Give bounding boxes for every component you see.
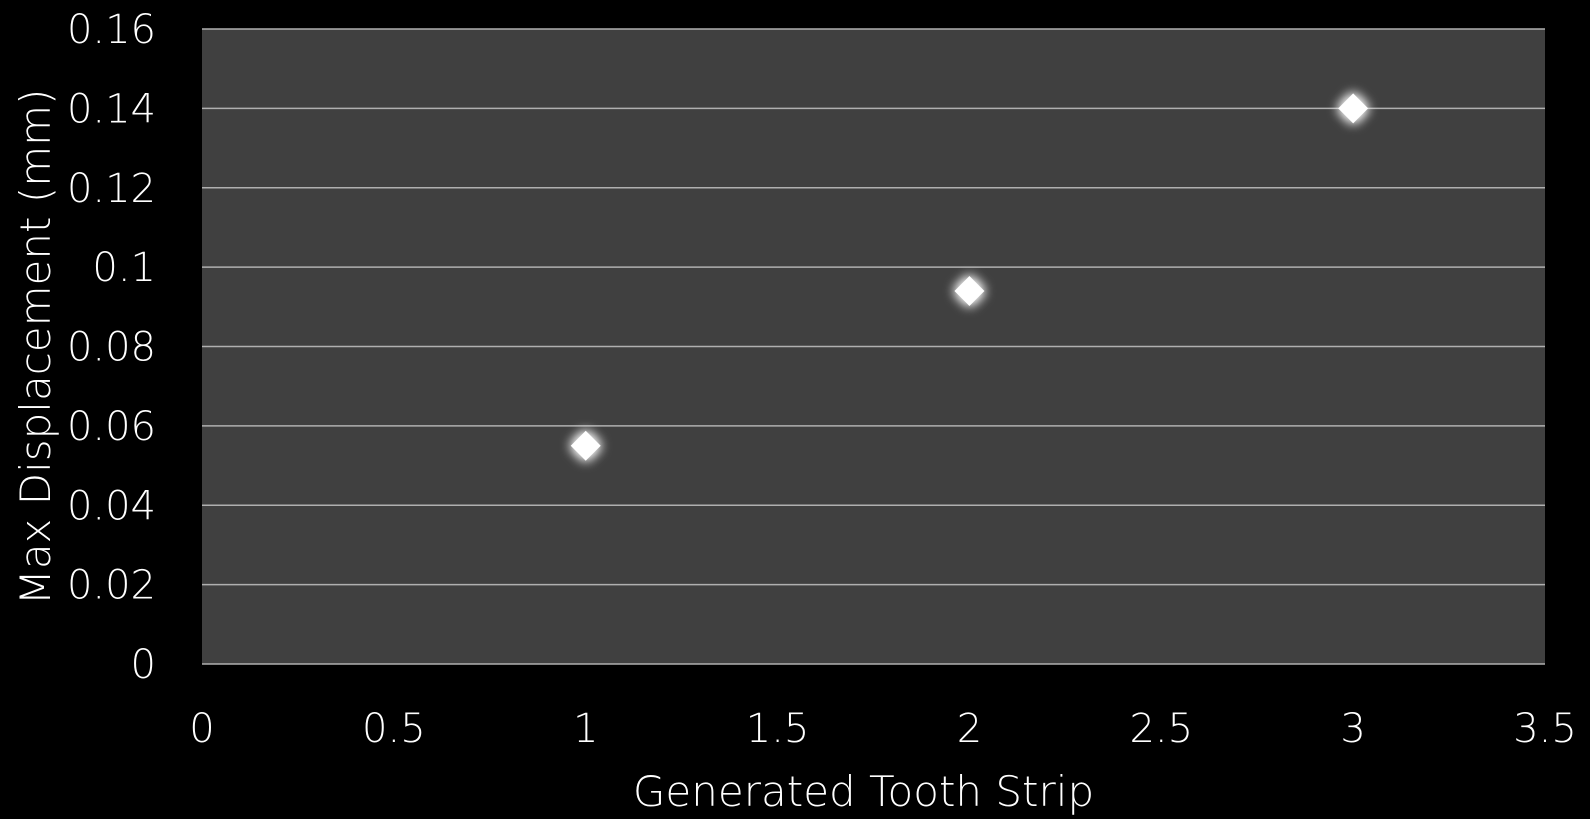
y-tick-label: 0.08 (67, 325, 156, 371)
y-tick-label: 0.02 (67, 563, 156, 609)
x-tick-label: 3 (1340, 706, 1365, 752)
x-tick-label: 3.5 (1513, 706, 1577, 752)
x-tick-label: 1 (573, 706, 598, 752)
data-point-diamond (570, 430, 601, 461)
y-tick-label: 0.14 (67, 86, 156, 132)
data-point-diamond (1338, 93, 1369, 124)
x-tick-label: 0.5 (362, 706, 426, 752)
gridlines (202, 28, 1545, 665)
data-point-diamond (954, 275, 985, 306)
y-axis-tick-labels: 0 0.02 0.04 0.06 0.08 0.1 0.12 0.14 0.16 (67, 7, 156, 688)
y-tick-label: 0.04 (67, 483, 156, 529)
x-tick-label: 2.5 (1129, 706, 1193, 752)
y-tick-label: 0.16 (67, 7, 156, 53)
y-axis-title: Max Displacement (mm) (11, 89, 60, 606)
x-tick-label: 1.5 (746, 706, 810, 752)
y-tick-label: 0.06 (67, 404, 156, 450)
x-tick-label: 0 (189, 706, 214, 752)
x-tick-label: 2 (957, 706, 982, 752)
y-tick-label: 0.12 (67, 166, 156, 212)
x-axis-title: Generated Tooth Strip (633, 767, 1094, 815)
y-tick-label: 0.1 (92, 245, 156, 291)
data-points (570, 93, 1369, 461)
y-tick-label: 0 (131, 642, 156, 688)
x-axis-tick-labels: 0 0.5 1 1.5 2 2.5 3 3.5 (189, 706, 1577, 752)
